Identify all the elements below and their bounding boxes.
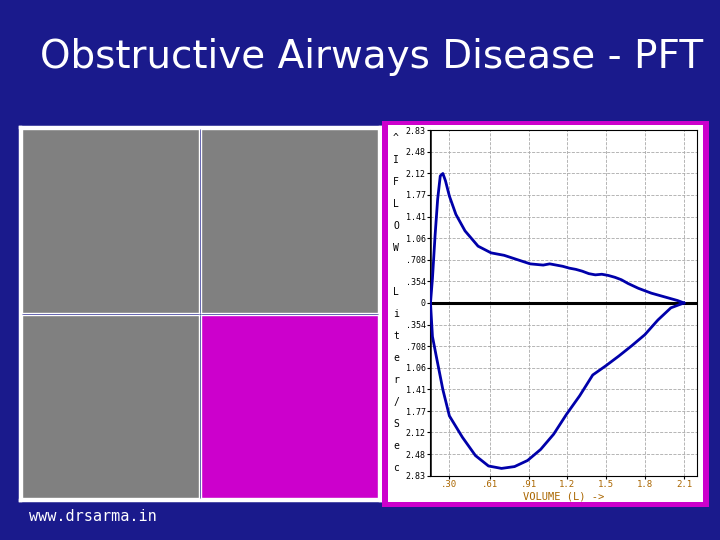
Text: /: / [393, 397, 399, 407]
Text: L: L [393, 287, 399, 297]
Text: Obstructive Airways Disease - PFT: Obstructive Airways Disease - PFT [40, 38, 703, 76]
X-axis label: VOLUME (L) ->: VOLUME (L) -> [523, 492, 604, 502]
Text: e: e [393, 353, 399, 363]
Text: www.drsarma.in: www.drsarma.in [29, 509, 156, 524]
Text: c: c [393, 463, 399, 472]
Text: S: S [393, 418, 399, 429]
Text: ^: ^ [393, 133, 399, 143]
Text: L: L [393, 199, 399, 209]
Text: t: t [393, 331, 399, 341]
Text: I: I [393, 155, 399, 165]
Text: O: O [393, 221, 399, 231]
Text: i: i [393, 309, 399, 319]
Text: e: e [393, 441, 399, 451]
Text: F: F [393, 177, 399, 187]
Text: r: r [393, 375, 399, 385]
Text: W: W [393, 243, 399, 253]
